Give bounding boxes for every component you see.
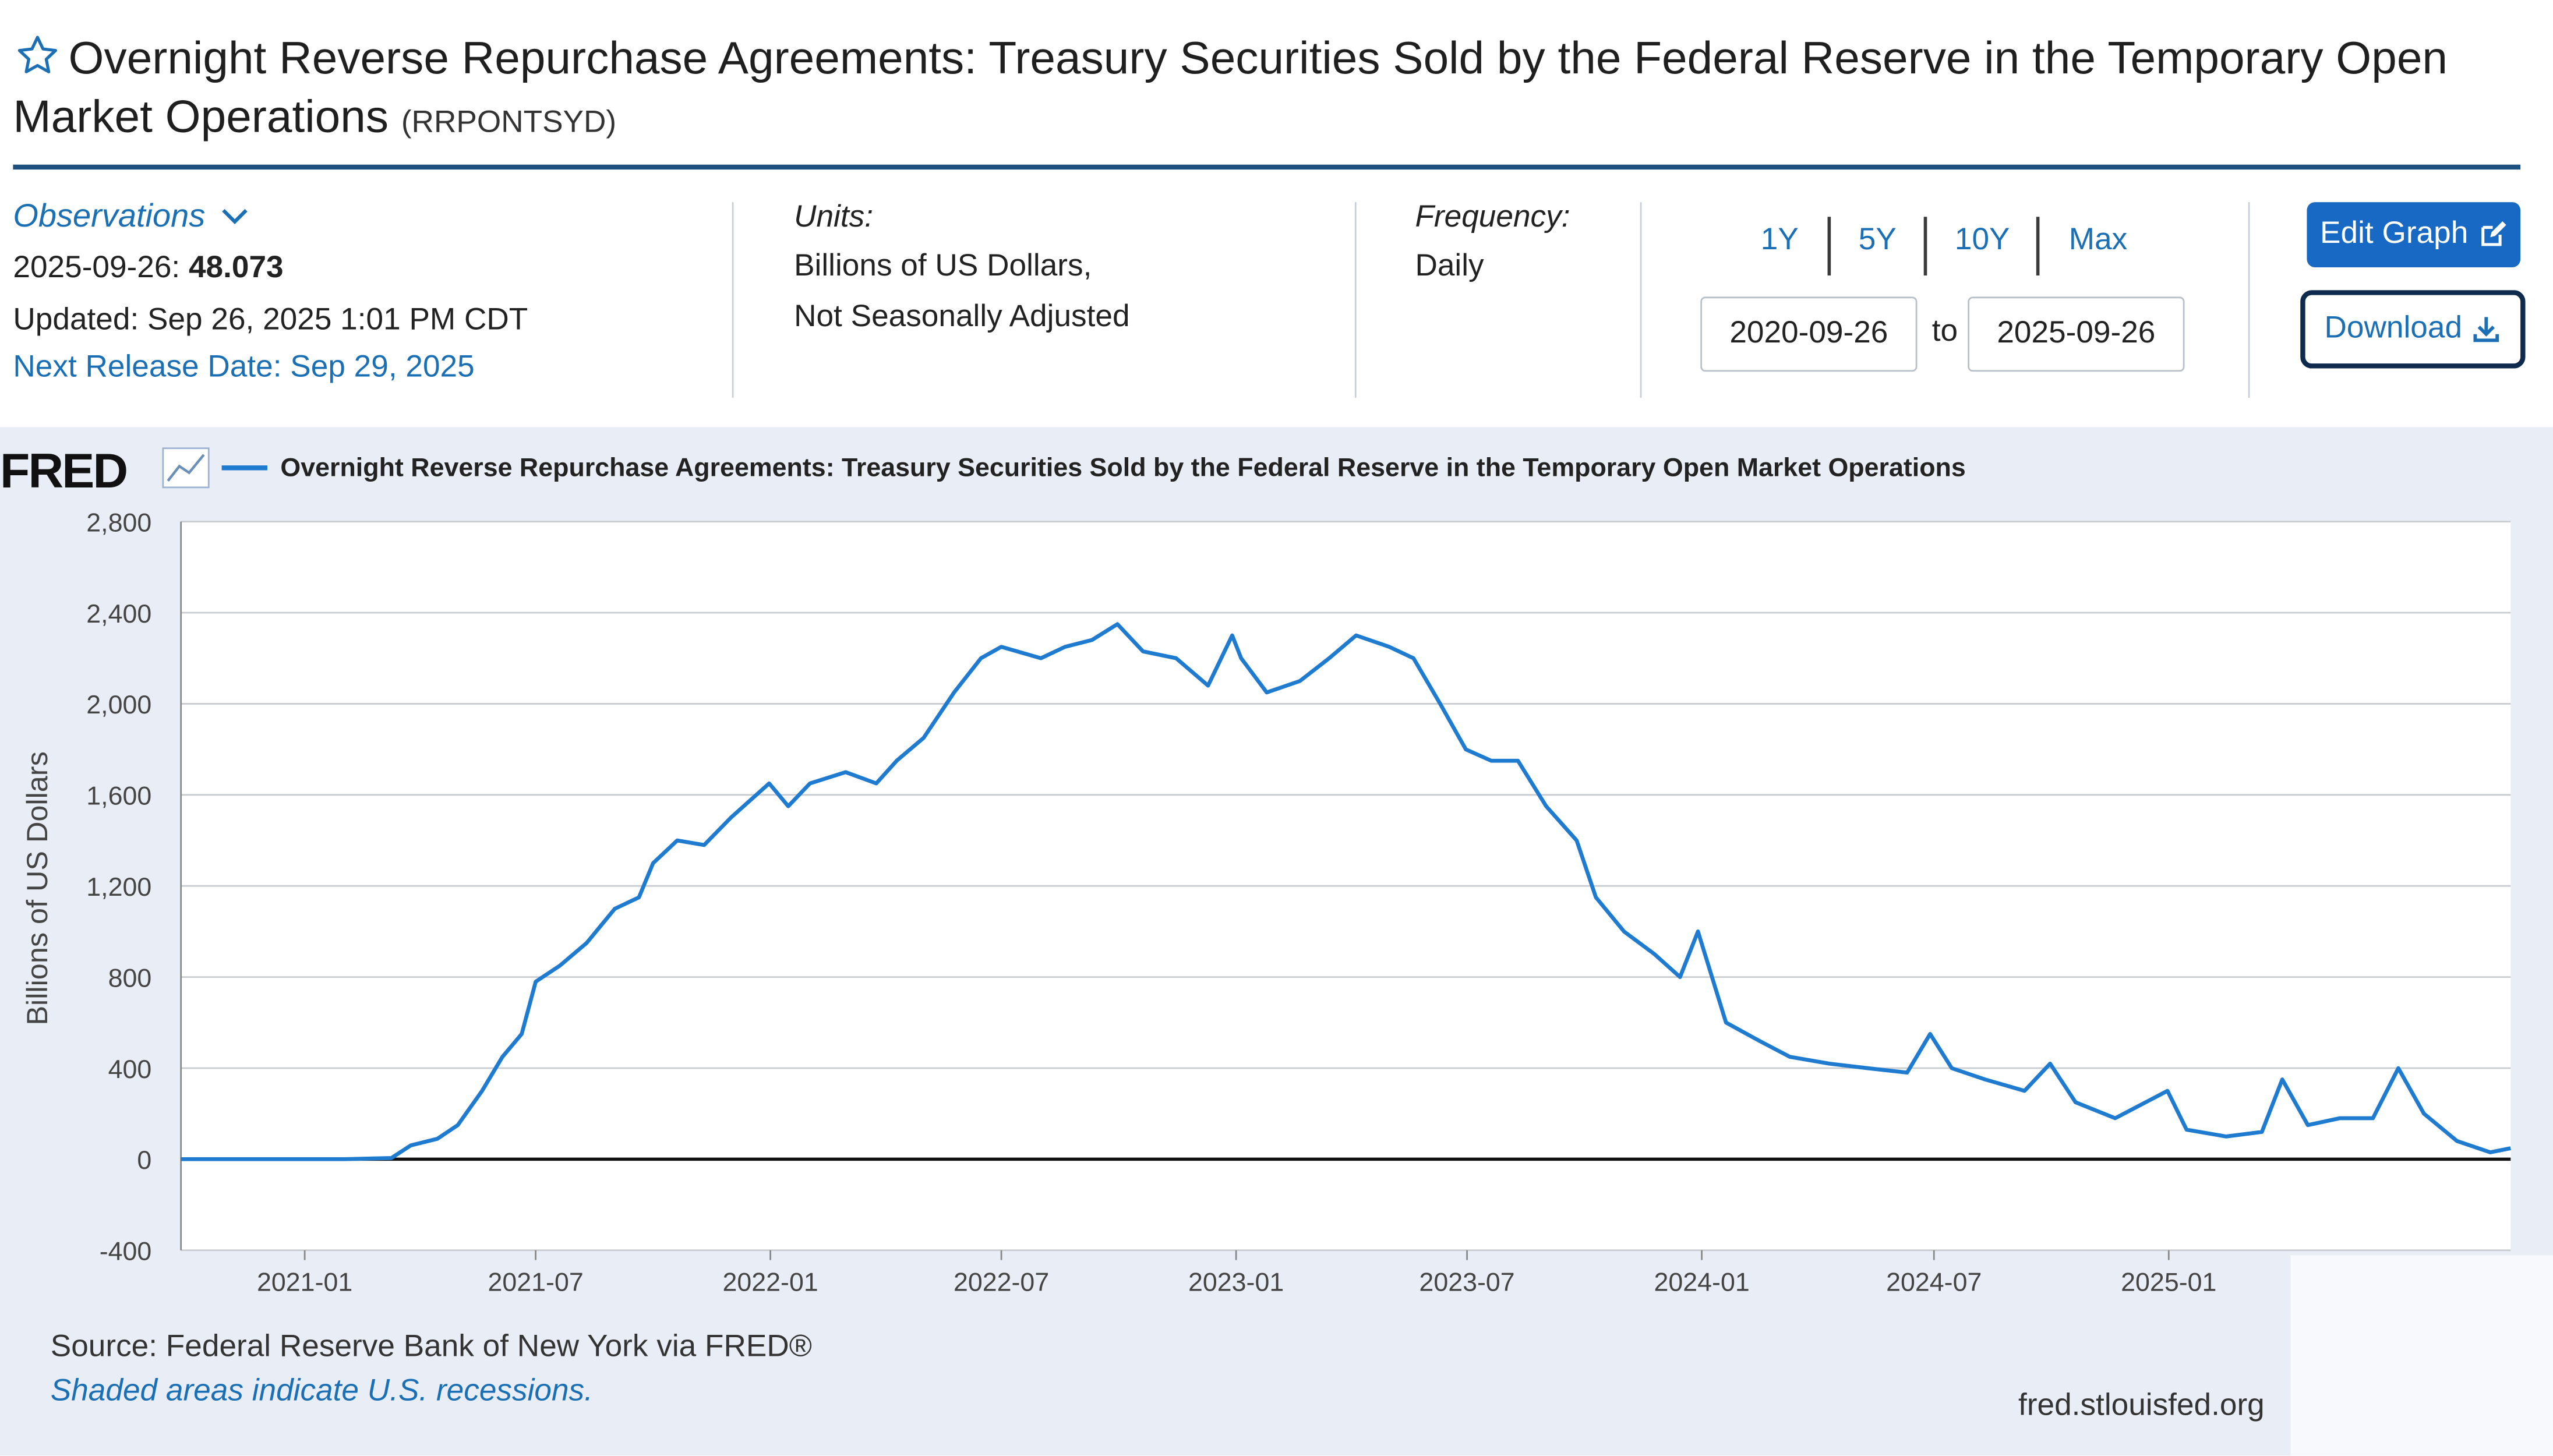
x-tick-label: 2023-07 — [1419, 1268, 1514, 1297]
y-tick-label: 0 — [137, 1146, 151, 1175]
divider — [2036, 217, 2040, 276]
title-divider — [13, 164, 2521, 170]
edit-graph-label: Edit Graph — [2320, 217, 2469, 252]
range-1y-button[interactable]: 1Y — [1760, 223, 1799, 258]
legend-label: Overnight Reverse Repurchase Agreements:… — [280, 453, 1965, 482]
y-axis-label: Billions of US Dollars — [20, 751, 54, 1025]
frequency-label: Frequency: — [1415, 200, 1570, 235]
divider — [1827, 217, 1831, 276]
series-line — [181, 622, 2511, 1161]
y-tick-label: 800 — [108, 963, 152, 992]
start-date-input[interactable] — [1700, 296, 1918, 372]
x-tick-label: 2022-01 — [722, 1268, 818, 1297]
x-tick-label: 2023-01 — [1188, 1268, 1284, 1297]
units-label: Units: — [794, 200, 874, 235]
end-date-input[interactable] — [1968, 296, 2185, 372]
fred-url[interactable]: fred.stlouisfed.org — [2018, 1388, 2265, 1423]
download-icon — [2474, 317, 2499, 342]
x-tick-label: 2024-07 — [1886, 1268, 1982, 1297]
panel-corner — [2290, 1255, 2553, 1456]
recession-note: Shaded areas indicate U.S. recessions. — [50, 1374, 593, 1409]
divider — [732, 202, 734, 398]
download-label: Download — [2324, 311, 2463, 346]
observations-toggle[interactable]: Observations — [13, 192, 250, 243]
range-max-button[interactable]: Max — [2068, 223, 2128, 258]
divider — [2248, 202, 2250, 398]
observations-label: Observations — [13, 199, 206, 235]
x-tick-label: 2024-01 — [1654, 1268, 1749, 1297]
y-axis: 2,800 2,400 2,000 1,600 1,200 800 400 0 -400 — [86, 508, 151, 1266]
page-title-text: Overnight Reverse Repurchase Agreements:… — [13, 32, 2448, 142]
x-tick-label: 2025-01 — [2121, 1268, 2216, 1297]
y-tick-label: 2,800 — [86, 508, 151, 537]
latest-observation: 2025-09-26: 48.073 — [13, 243, 283, 294]
divider — [1923, 217, 1927, 276]
divider — [1640, 202, 1642, 398]
star-icon[interactable] — [13, 33, 62, 78]
y-tick-label: 400 — [108, 1055, 152, 1084]
download-button[interactable]: Download — [2300, 290, 2526, 369]
units-line-2: Not Seasonally Adjusted — [794, 299, 1130, 334]
edit-graph-button[interactable]: Edit Graph — [2307, 202, 2521, 268]
series-id: (RRPONTSYD) — [401, 105, 617, 140]
x-tick-label: 2022-07 — [954, 1268, 1049, 1297]
y-tick-label: 2,000 — [86, 690, 151, 719]
x-axis: 2021-01 2021-07 2022-01 2022-07 2023-01 2023-… — [257, 1250, 2216, 1297]
observation-date: 2025-09-26: — [13, 251, 181, 285]
y-tick-label: 2,400 — [86, 599, 151, 628]
divider — [1354, 202, 1357, 398]
y-tick-label: -400 — [100, 1237, 152, 1266]
frequency-value: Daily — [1415, 249, 1484, 284]
edit-icon — [2481, 221, 2506, 246]
chevron-down-icon — [223, 208, 248, 225]
y-tick-label: 1,600 — [86, 782, 151, 811]
source-text: Source: Federal Reserve Bank of New York… — [50, 1330, 812, 1365]
page-title: Overnight Reverse Repurchase Agreements:… — [13, 29, 2531, 153]
chart-line-icon[interactable] — [162, 447, 210, 489]
y-tick-label: 1,200 — [86, 872, 151, 902]
fred-logo: FRED — [0, 443, 127, 498]
next-release-link[interactable]: Next Release Date: Sep 29, 2025 — [13, 350, 475, 385]
observation-value: 48.073 — [188, 251, 284, 285]
range-10y-button[interactable]: 10Y — [1954, 223, 2010, 258]
range-5y-button[interactable]: 5Y — [1858, 223, 1897, 258]
x-tick-label: 2021-01 — [257, 1268, 352, 1297]
gridlines — [181, 521, 2511, 1252]
units-line-1: Billions of US Dollars, — [794, 249, 1092, 284]
to-label: to — [1931, 314, 1958, 349]
x-tick-label: 2021-07 — [488, 1268, 583, 1297]
updated-text: Updated: Sep 26, 2025 1:01 PM CDT — [13, 303, 528, 338]
